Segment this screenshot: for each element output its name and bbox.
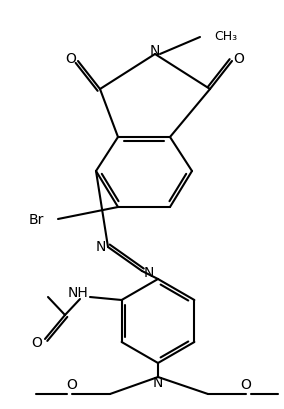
Text: O: O <box>233 52 245 66</box>
Text: Br: Br <box>29 213 44 227</box>
Text: O: O <box>241 377 251 391</box>
Text: N: N <box>144 265 154 279</box>
Text: N: N <box>96 239 106 254</box>
Text: NH: NH <box>67 285 88 299</box>
Text: O: O <box>66 377 78 391</box>
Text: N: N <box>153 375 163 389</box>
Text: O: O <box>32 335 42 349</box>
Text: CH₃: CH₃ <box>214 29 237 43</box>
Text: N: N <box>150 44 160 58</box>
Text: O: O <box>66 52 76 66</box>
